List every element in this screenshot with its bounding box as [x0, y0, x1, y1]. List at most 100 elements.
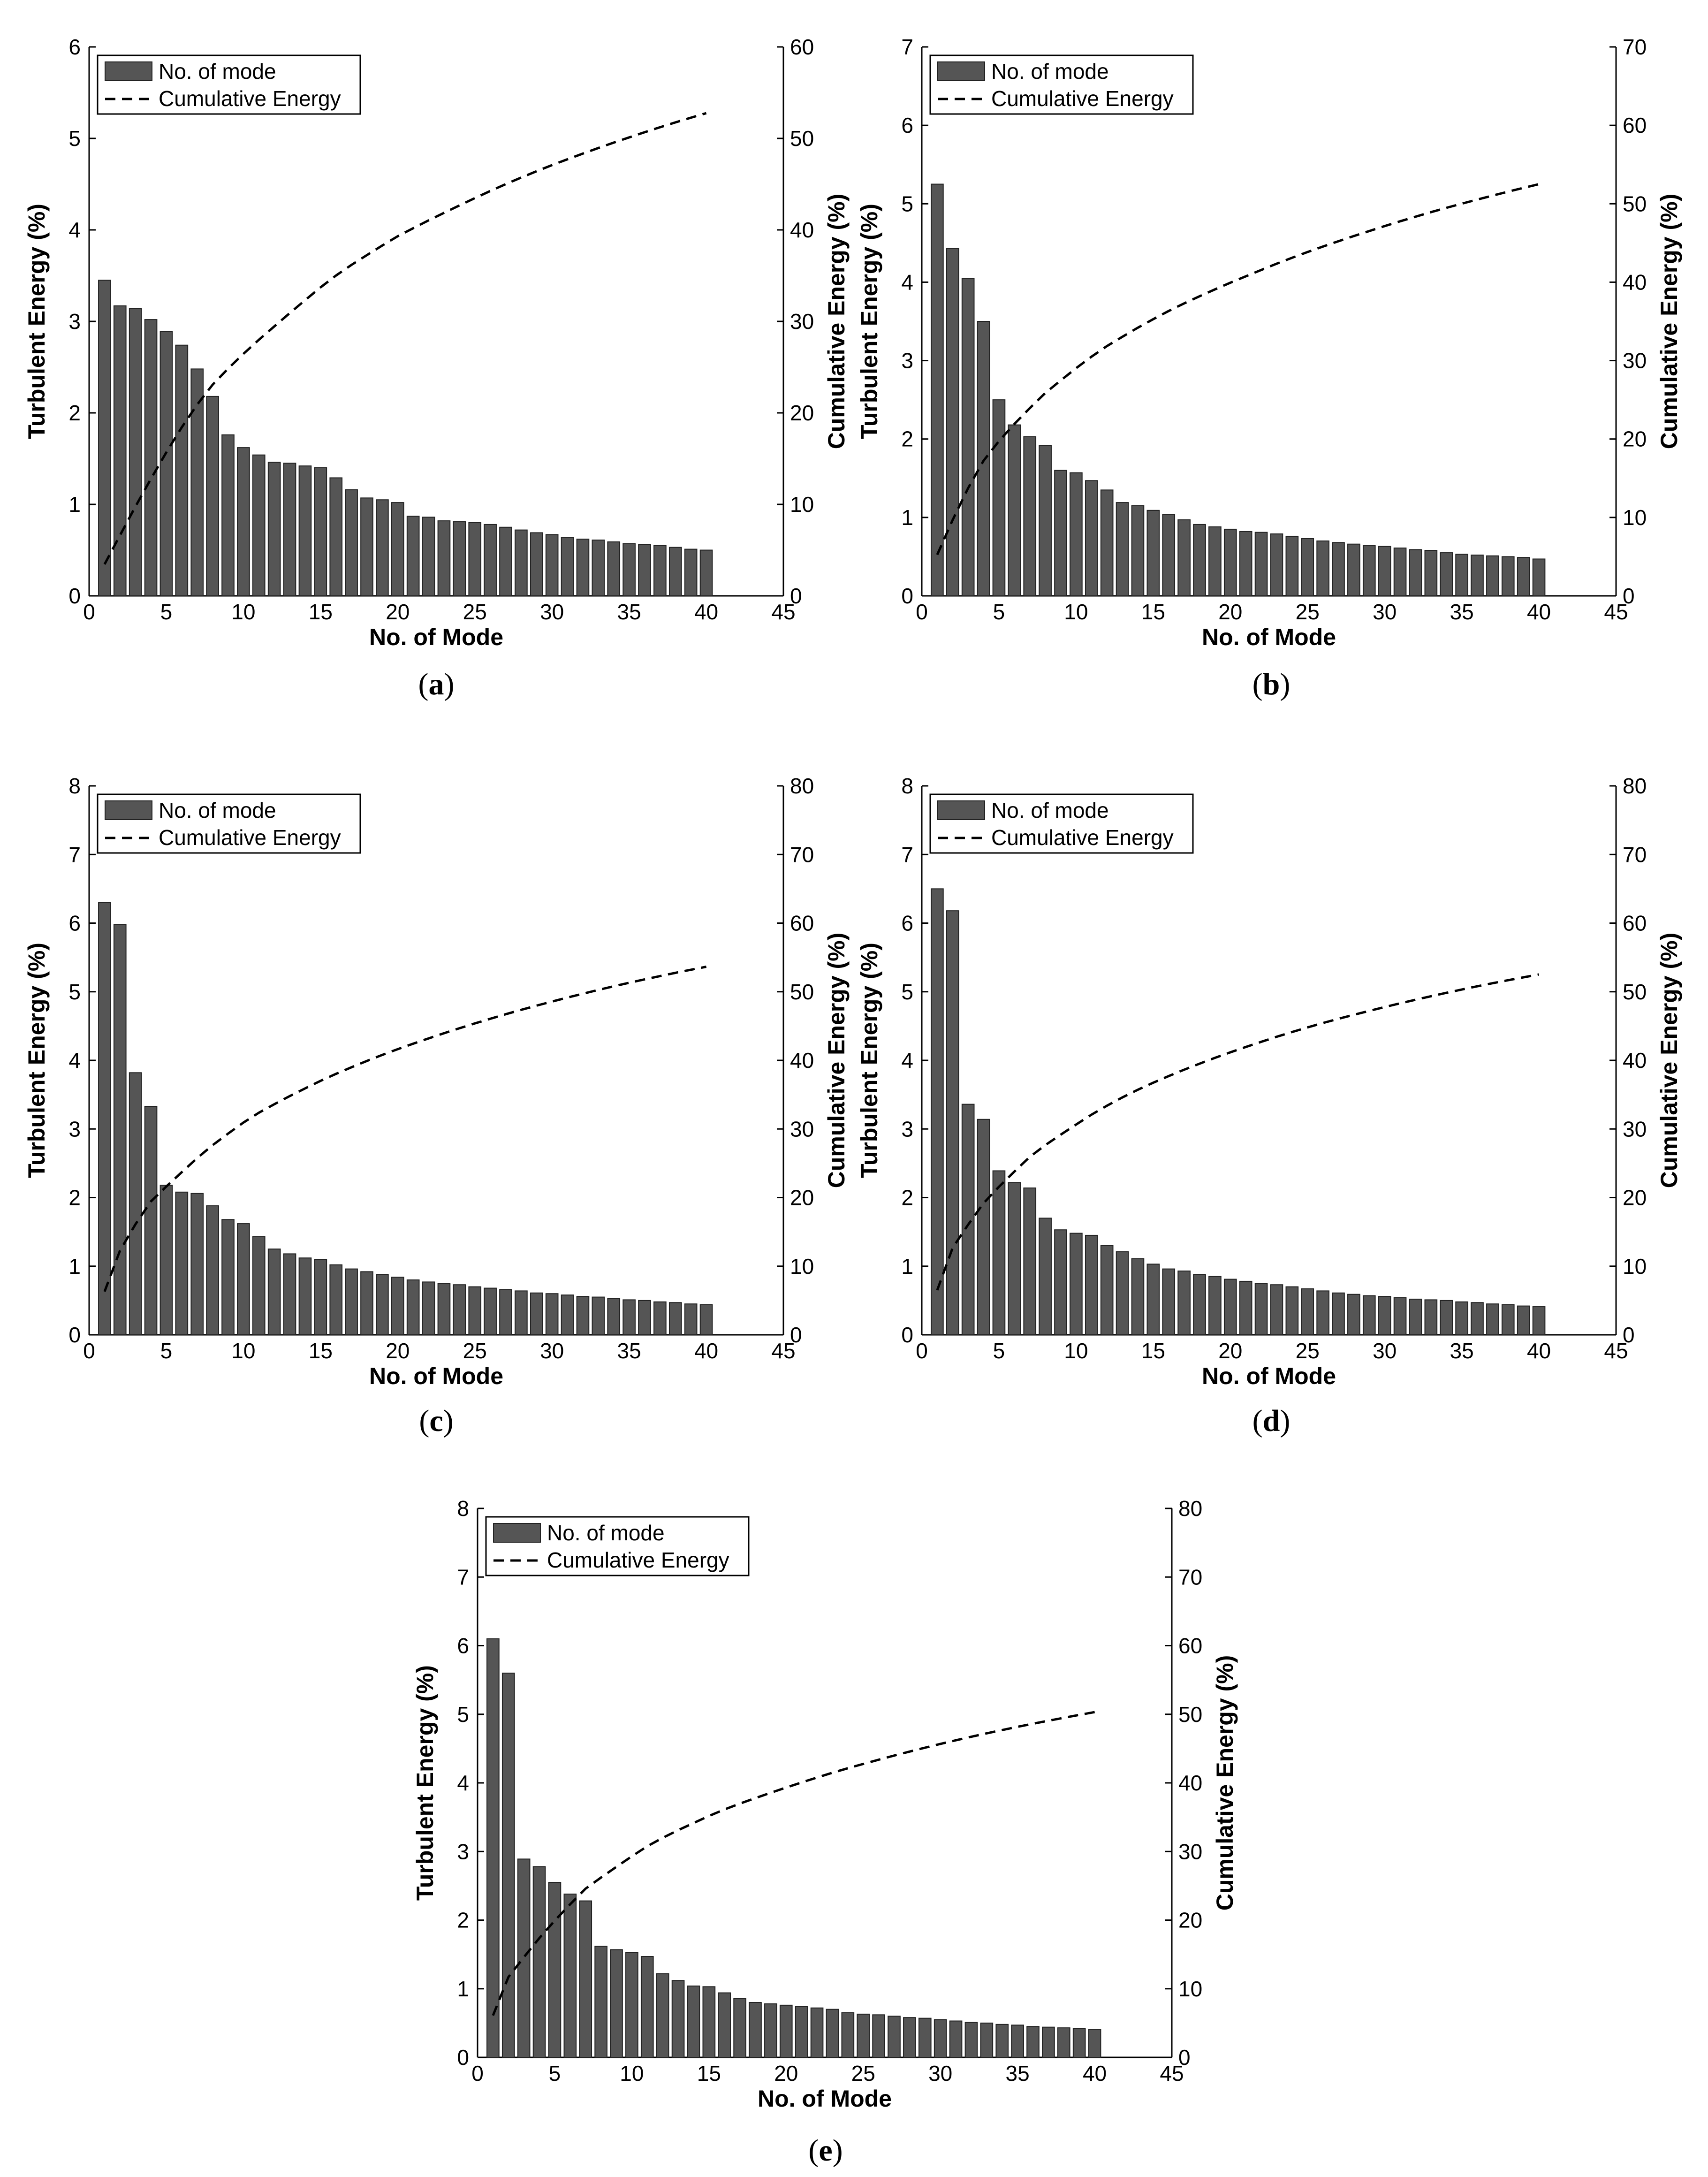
bar	[653, 1301, 667, 1336]
bar	[1239, 531, 1253, 597]
x-tick-label: 30	[1373, 1339, 1397, 1363]
bar	[283, 1253, 296, 1336]
bar	[499, 1289, 512, 1336]
x-tick-label: 45	[1604, 1339, 1628, 1363]
bar	[1131, 505, 1145, 597]
y-axis-title: Turbulent Energy (%)	[856, 204, 882, 439]
y-tick-label: 1	[68, 1254, 81, 1279]
chart-panel-b: 0 5 10 15 20 25 30 35 40 450123456701020304050607…	[856, 35, 1682, 701]
y2-tick-label: 20	[1623, 1186, 1647, 1210]
bar	[653, 545, 667, 596]
bar	[1424, 1299, 1438, 1336]
legend-label-bars: No. of mode	[159, 798, 276, 822]
bar	[579, 1900, 592, 2058]
bar	[1316, 540, 1329, 596]
bar	[1393, 1297, 1407, 1335]
x-tick-label: 15	[309, 1339, 333, 1363]
x-tick-label: 0	[471, 2061, 484, 2086]
x-tick-label: 25	[463, 600, 487, 624]
y-axis-title: Turbulent Energy (%)	[23, 943, 50, 1178]
bar	[1008, 1182, 1021, 1335]
bar	[1085, 480, 1098, 597]
panel-caption: (d)	[1253, 1404, 1290, 1438]
bar	[1223, 528, 1237, 597]
bar	[594, 1946, 607, 2058]
y2-tick-label: 60	[1623, 113, 1647, 137]
y2-tick-label: 40	[1623, 270, 1647, 294]
y-tick-label: 0	[457, 2045, 469, 2070]
bar	[360, 497, 373, 596]
bar	[159, 331, 173, 596]
bar	[592, 540, 605, 597]
chart-panel-a: 0 5 10 15 20 25 30 35 40 4501234560102030405060No…	[23, 35, 850, 701]
bar	[764, 2003, 777, 2058]
cumulative-energy-line	[103, 966, 707, 1292]
bar	[221, 434, 235, 596]
bar	[545, 1293, 559, 1335]
bar	[1039, 445, 1052, 596]
x-tick-label: 25	[463, 1339, 487, 1363]
bar	[1177, 519, 1191, 597]
bar	[1162, 1268, 1176, 1336]
legend-bar-swatch	[937, 800, 985, 820]
bar	[1409, 549, 1422, 597]
y2-tick-label: 60	[790, 35, 814, 59]
cumulative-energy-line	[492, 1711, 1095, 2016]
y-tick-label: 6	[901, 113, 913, 137]
x-tick-label: 20	[1218, 1339, 1242, 1363]
bar	[252, 1236, 266, 1336]
bar	[468, 522, 482, 596]
bar	[1347, 543, 1360, 596]
y2-tick-label: 70	[1623, 842, 1647, 867]
x-tick-label: 0	[83, 600, 95, 624]
y2-tick-label: 30	[1623, 1117, 1647, 1141]
bar	[946, 248, 959, 596]
bar	[622, 1299, 636, 1336]
x-tick-label: 45	[1160, 2061, 1184, 2086]
y-tick-label: 2	[457, 1908, 469, 1933]
bar	[144, 1105, 158, 1336]
bar	[144, 319, 158, 596]
y2-tick-label: 80	[1178, 1496, 1202, 1521]
x-tick-label: 0	[83, 1339, 95, 1363]
legend-label-bars: No. of mode	[991, 59, 1109, 84]
bar	[376, 499, 389, 596]
bar	[1177, 1270, 1191, 1336]
bar	[810, 2007, 824, 2058]
bar	[699, 549, 713, 596]
bar	[298, 465, 312, 596]
bar	[779, 2004, 793, 2058]
bar	[1517, 1305, 1530, 1335]
bar	[221, 1219, 235, 1336]
x-tick-label: 20	[774, 2061, 798, 2086]
y2-tick-label: 40	[790, 1048, 814, 1073]
bar	[190, 368, 204, 597]
bar	[1393, 548, 1407, 596]
x-axis-title: No. of Mode	[1202, 1363, 1336, 1389]
x-tick-label: 10	[231, 1339, 255, 1363]
y-tick-label: 1	[901, 1254, 913, 1279]
bar	[345, 1268, 358, 1336]
y-tick-label: 6	[68, 911, 81, 936]
y2-tick-label: 0	[790, 584, 802, 608]
bar	[1057, 2027, 1070, 2058]
bar	[422, 1281, 435, 1335]
x-axis-title: No. of Mode	[369, 624, 503, 650]
x-tick-label: 15	[1141, 1339, 1165, 1363]
bar	[977, 321, 990, 596]
x-tick-label: 5	[160, 600, 173, 624]
x-axis-title: No. of Mode	[1202, 624, 1336, 650]
x-tick-label: 20	[1218, 600, 1242, 624]
y-axis-title: Turbulent Energy (%)	[412, 1665, 438, 1901]
y2-axis-title: Cumulative Energy (%)	[823, 933, 850, 1188]
bar	[406, 1279, 420, 1335]
bar	[671, 1980, 685, 2058]
x-tick-label: 10	[231, 600, 255, 624]
bar	[638, 544, 651, 597]
bar	[592, 1296, 605, 1335]
bar	[749, 2002, 762, 2058]
bar	[314, 1259, 327, 1335]
